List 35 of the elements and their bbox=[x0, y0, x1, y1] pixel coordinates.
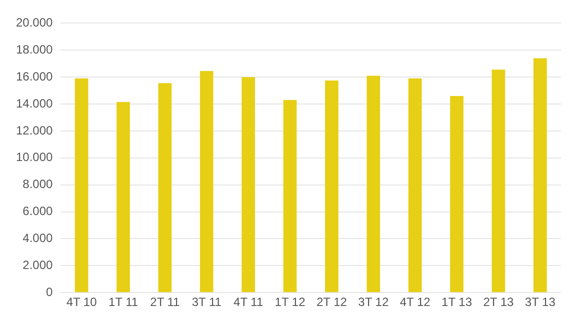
x-tick-label: 1T 12 bbox=[274, 295, 306, 310]
y-tick-label: 6.000 bbox=[22, 204, 54, 218]
x-tick-label: 4T 12 bbox=[400, 295, 431, 310]
y-tick-label: 14.000 bbox=[16, 96, 54, 110]
bar bbox=[74, 78, 88, 292]
bar bbox=[366, 76, 380, 292]
bar bbox=[450, 96, 464, 292]
y-tick-label: 0 bbox=[46, 284, 54, 299]
x-tick-label: 2T 13 bbox=[483, 295, 514, 310]
x-tick-label: 1T 11 bbox=[108, 295, 138, 310]
x-tick-label: 3T 11 bbox=[192, 295, 222, 310]
bar bbox=[325, 80, 338, 292]
x-tick-label: 4T 10 bbox=[66, 295, 98, 310]
x-tick-label: 2T 11 bbox=[150, 295, 180, 310]
y-tick-label: 16.000 bbox=[16, 69, 54, 84]
x-tick-label: 2T 12 bbox=[316, 295, 348, 310]
y-tick-label: 2.000 bbox=[22, 258, 54, 272]
bar bbox=[492, 70, 506, 292]
y-tick-label: 12.000 bbox=[16, 123, 54, 138]
bar bbox=[283, 100, 297, 292]
y-tick-label: 10.000 bbox=[16, 150, 54, 164]
y-tick-label: 8.000 bbox=[22, 177, 54, 192]
x-tick-label: 3T 12 bbox=[358, 295, 389, 310]
bar bbox=[158, 83, 172, 292]
y-tick-label: 4.000 bbox=[22, 231, 54, 246]
x-tick-label: 4T 11 bbox=[234, 295, 264, 310]
x-tick-label: 3T 13 bbox=[524, 295, 556, 310]
y-tick-label: 18.000 bbox=[16, 42, 54, 56]
bar bbox=[533, 58, 547, 292]
y-tick-label: 20.000 bbox=[16, 16, 54, 30]
bar bbox=[200, 71, 214, 292]
bar bbox=[408, 78, 422, 292]
x-tick-label: 1T 13 bbox=[442, 295, 472, 310]
bar bbox=[242, 77, 255, 292]
bar bbox=[116, 102, 130, 292]
